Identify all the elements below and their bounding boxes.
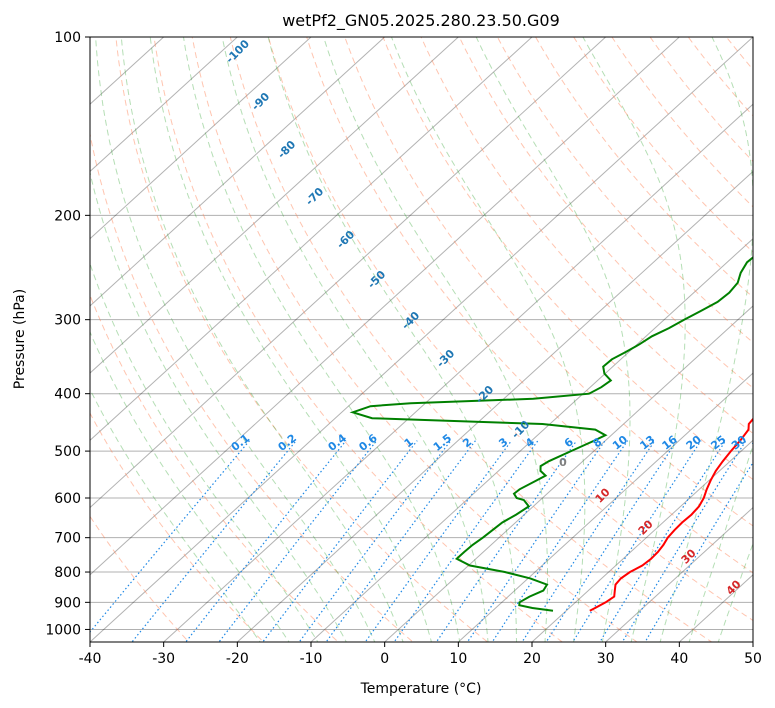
isotherm-line (90, 37, 460, 374)
y-axis-ticks: 100 200 300 400 500 600 700 800 900 1000 (45, 30, 90, 638)
dry-adiabat-line (90, 131, 414, 642)
moist-adiabat-line (90, 388, 261, 642)
isotherm-line (383, 305, 753, 642)
y-tick-label: 400 (54, 387, 81, 403)
dry-adiabat-line (191, 37, 638, 642)
mixing-ratio-line (185, 440, 347, 642)
isotherm-line (457, 372, 753, 642)
skewed-isotherms (90, 37, 753, 642)
mixing-ratio-line (364, 440, 512, 642)
moist-adiabat-line (659, 37, 753, 642)
mixing-ratio-line (545, 440, 678, 642)
moist-adiabat-line (221, 37, 489, 642)
x-tick-label: -10 (300, 651, 323, 667)
moist-adiabat-line (323, 37, 548, 642)
isotherm-line (90, 37, 239, 173)
isotherm-line (604, 506, 753, 642)
moist-adiabat-line (391, 37, 586, 642)
isotherm-line (162, 103, 753, 642)
isotherm-line (90, 37, 681, 576)
x-tick-label: 50 (744, 651, 762, 667)
dry-adiabat-line (420, 37, 753, 435)
moist-adiabat-line (183, 37, 461, 642)
dry-adiabat-line (153, 37, 564, 642)
moist-adiabat-line (95, 37, 376, 642)
isotherm-line (531, 439, 753, 642)
dry-adiabat-line (229, 37, 713, 642)
mixing-ratio-line (90, 440, 251, 633)
x-tick-label: -40 (79, 651, 102, 667)
dry-adiabat-line (115, 37, 489, 642)
x-tick-label: -30 (152, 651, 175, 667)
y-tick-label: 200 (54, 208, 81, 224)
profile-lines (349, 256, 753, 612)
y-tick-label: 600 (54, 491, 81, 507)
plot-area (90, 37, 753, 642)
wet-bulb-zero-label: 0 (559, 456, 567, 469)
plot-frame (89, 36, 754, 643)
dry-adiabat-line (306, 37, 753, 574)
isotherm-line (90, 37, 753, 642)
x-tick-label: 20 (523, 651, 541, 667)
y-tick-label: 1000 (45, 622, 81, 638)
mixing-ratio-line (491, 440, 629, 642)
dry-adiabat-line (90, 293, 339, 642)
moist-adiabat-line (90, 330, 290, 642)
y-tick-label: 700 (54, 531, 81, 547)
mixing-ratio-line (218, 440, 378, 642)
moist-adiabat-line (90, 262, 319, 642)
moist-adiabat-line (717, 542, 753, 642)
mixing-ratio-label: 36 (750, 433, 770, 453)
y-tick-label: 500 (54, 444, 81, 460)
dry-adiabat-line (267, 37, 753, 622)
isotherm-line (310, 237, 753, 642)
dewpoint-line (349, 256, 753, 612)
x-tick-label: -20 (226, 651, 249, 667)
temperature-line (589, 417, 753, 612)
isotherm-line (236, 170, 753, 642)
isotherm-line (90, 37, 607, 509)
dry-adiabats (90, 37, 753, 642)
x-tick-label: 0 (380, 651, 389, 667)
x-axis-label: Temperature (°C) (360, 681, 482, 697)
chart-title: wetPf2_GN05.2025.280.23.50.G09 (282, 11, 560, 31)
x-axis-ticks: -40 -30 -20 -10 0 10 20 30 40 50 (79, 642, 762, 667)
dry-adiabat-line (344, 37, 753, 527)
mixing-ratio-line (393, 440, 539, 642)
y-tick-label: 100 (54, 30, 81, 46)
mixing-ratio-line (572, 440, 702, 642)
y-tick-label: 900 (54, 595, 81, 611)
y-tick-label: 800 (54, 565, 81, 581)
grid-lines (90, 37, 753, 630)
moist-adiabats (90, 37, 753, 642)
mixing-ratio-lines (90, 440, 753, 642)
y-axis-label: Pressure (hPa) (12, 289, 28, 389)
x-tick-label: 40 (670, 651, 688, 667)
moist-adiabat-line (688, 443, 753, 642)
x-tick-label: 10 (449, 651, 467, 667)
moist-adiabat-line (120, 37, 404, 642)
moist-adiabat-line (149, 37, 432, 642)
mixing-ratio-line (521, 440, 656, 642)
x-tick-label: 30 (597, 651, 615, 667)
isotherm-line (90, 37, 533, 442)
mixing-ratio-line (262, 440, 418, 642)
dry-adiabat-line (382, 37, 753, 481)
moist-adiabat-line (267, 37, 517, 642)
isotherm-line (90, 37, 312, 240)
mixing-ratio-line (644, 461, 753, 642)
mixing-ratio-line (131, 440, 297, 642)
isotherm-line (90, 37, 386, 307)
mixing-ratio-line (466, 440, 606, 642)
y-tick-label: 300 (54, 313, 81, 329)
moist-adiabat-line (475, 37, 631, 642)
